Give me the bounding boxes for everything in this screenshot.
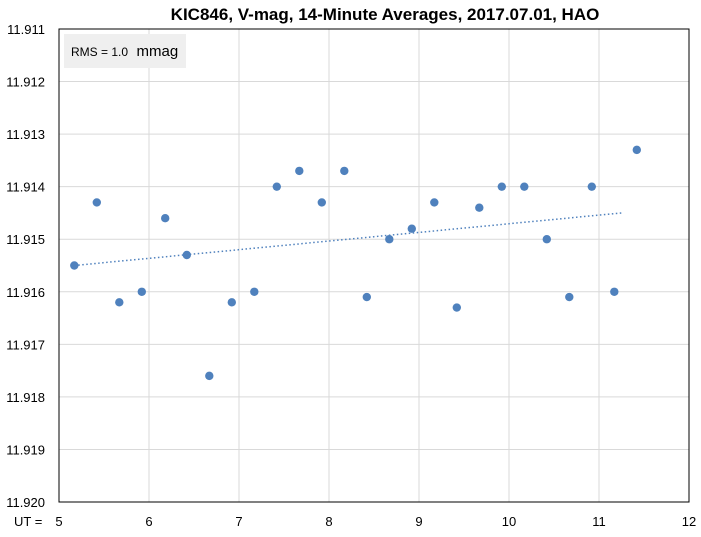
plot-area-border [58, 28, 690, 503]
data-point [115, 298, 124, 307]
data-point [161, 214, 170, 223]
data-point [205, 371, 214, 381]
grid [59, 29, 689, 502]
data-point [137, 287, 146, 296]
x-axis-label: UT = [14, 514, 42, 529]
rms-label: RMS = 1.0 [71, 45, 128, 59]
x-tick-label: 12 [682, 514, 696, 529]
data-point [182, 250, 191, 260]
x-tick-label: 10 [502, 514, 516, 529]
y-tick-label: 11.919 [6, 442, 45, 457]
data-point [632, 145, 641, 155]
data-point [227, 298, 236, 307]
data-point [362, 292, 371, 302]
x-tick-label: 5 [55, 514, 62, 529]
data-point [520, 182, 529, 191]
chart-title: KIC846, V-mag, 14-Minute Averages, 2017.… [171, 5, 600, 24]
x-tick-label: 11 [592, 514, 606, 529]
data-point [340, 166, 349, 176]
data-point [610, 287, 619, 296]
data-point [317, 198, 326, 207]
data-point [250, 287, 259, 296]
x-tick-label: 9 [415, 514, 422, 529]
data-point [475, 203, 484, 212]
y-tick-label: 11.915 [6, 232, 45, 247]
data-point [295, 166, 304, 176]
x-axis-tick-labels: 5 6 7 8 9 10 11 12 [55, 514, 696, 529]
data-points [70, 145, 641, 381]
rms-annotation: RMS = 1.0 mmag [64, 34, 186, 68]
y-tick-label: 11.916 [6, 285, 45, 300]
rms-annotation-background [64, 34, 186, 68]
y-tick-label: 11.912 [6, 75, 45, 90]
data-point [587, 182, 596, 191]
data-point [565, 292, 574, 302]
y-tick-label: 11.920 [6, 495, 45, 510]
y-tick-label: 11.917 [6, 337, 45, 352]
x-tick-label: 6 [145, 514, 152, 529]
data-point [430, 198, 439, 207]
data-point [497, 182, 506, 191]
rms-annotation-text: RMS = 1.0 mmag [71, 43, 178, 60]
data-point [272, 182, 281, 191]
y-tick-label: 11.914 [6, 180, 45, 195]
x-tick-label: 8 [325, 514, 332, 529]
data-point [92, 198, 102, 207]
data-point [407, 224, 416, 233]
y-tick-label: 11.913 [6, 127, 45, 142]
y-tick-label: 11.911 [7, 22, 45, 37]
y-axis-tick-labels: 11.911 11.912 11.913 11.914 11.915 11.916 11.9… [6, 22, 45, 510]
data-point [452, 303, 461, 312]
data-point [70, 261, 79, 270]
data-point [385, 235, 394, 244]
data-point [542, 235, 551, 244]
rms-unit: mmag [136, 43, 178, 60]
x-tick-label: 7 [235, 514, 242, 529]
y-tick-label: 11.918 [6, 390, 45, 405]
